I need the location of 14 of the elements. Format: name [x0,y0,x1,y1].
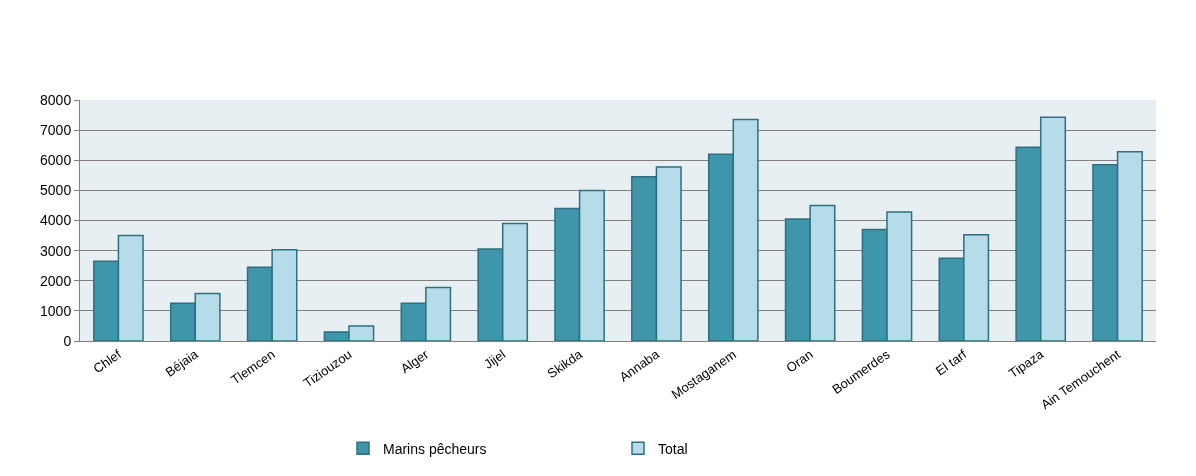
x-tick-label: El tarf [932,346,970,379]
y-tick-label: 4000 [40,212,72,229]
y-tick-label: 6000 [40,152,72,169]
y-tick-label: 2000 [40,272,72,289]
x-tick-label: Oran [783,346,816,376]
x-tick-label: Jijel [481,346,509,372]
legend-label: Marins pêcheurs [383,440,487,457]
y-tick-label: 8000 [40,91,72,108]
legend-label: Total [658,440,688,457]
y-tick-label: 1000 [40,302,72,319]
y-tick-label: 7000 [40,122,72,139]
y-tick-label: 0 [63,332,72,349]
y-tick-label: 3000 [40,242,72,259]
y-tick-label: 5000 [40,182,72,199]
